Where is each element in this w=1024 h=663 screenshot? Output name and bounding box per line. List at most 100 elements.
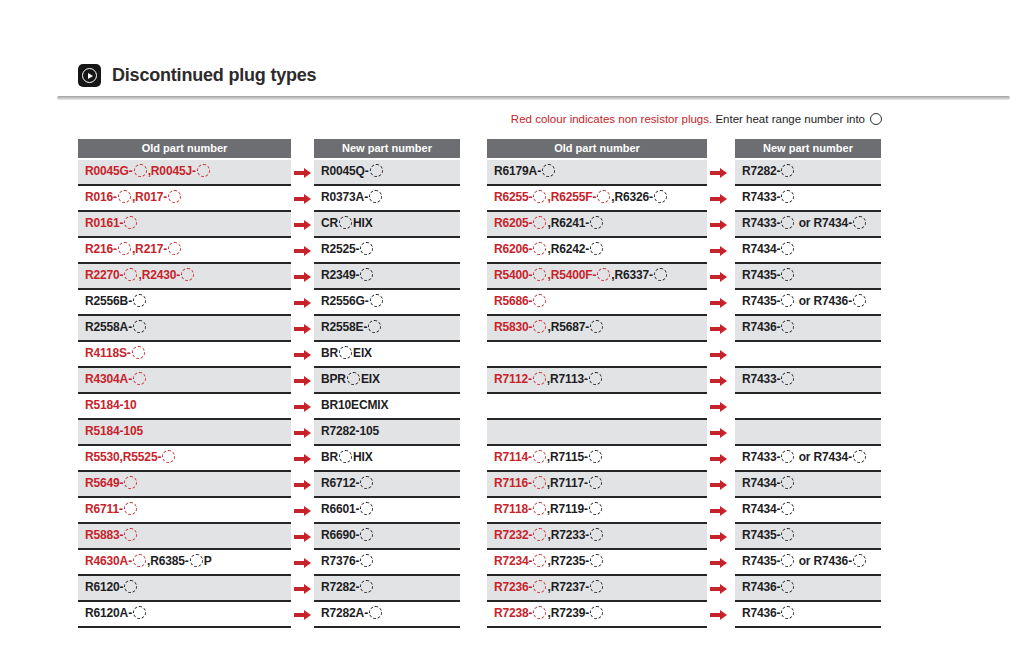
old-part-cell: R6205-,R6241- <box>487 212 707 238</box>
heat-range-circle-icon <box>781 164 794 177</box>
table-row: R6255-,R6255F-,R6326-R7433- <box>487 186 881 212</box>
right-arrow-icon <box>294 613 304 617</box>
new-part-cell: R7433- or R7434- <box>735 446 881 472</box>
heat-range-circle-icon <box>853 294 866 307</box>
new-part-cell: R7282- <box>314 576 460 602</box>
part-number-text: R7282- <box>321 580 374 594</box>
table-row: R7238-,R7239-R7436- <box>487 602 881 628</box>
heat-range-circle-icon <box>124 216 137 229</box>
table-row: R7236-,R7237-R7436- <box>487 576 881 602</box>
part-number-text: HIX <box>353 216 373 230</box>
arrow-cell <box>707 212 735 238</box>
heat-range-circle-icon <box>590 606 603 619</box>
part-number-text: R7435- <box>742 528 795 542</box>
arrow-cell <box>291 576 314 602</box>
heat-range-circle-icon <box>590 528 603 541</box>
title-divider <box>57 96 1010 100</box>
header-spacer <box>291 139 314 158</box>
arrow-cell <box>291 160 314 186</box>
arrow-cell <box>707 550 735 576</box>
part-number-text: R5530,R5525- <box>85 450 176 464</box>
new-part-cell: R7436- <box>735 576 881 602</box>
table-row <box>487 394 881 420</box>
arrow-cell <box>707 342 735 368</box>
heat-range-circle-icon <box>339 216 352 229</box>
arrow-cell <box>291 264 314 290</box>
heat-range-circle-icon <box>533 372 546 385</box>
part-number-text: R7376- <box>321 554 374 568</box>
heat-range-circle-icon <box>133 372 146 385</box>
arrow-cell <box>291 316 314 342</box>
new-part-cell: R7282A- <box>314 602 460 628</box>
right-arrow-icon <box>294 197 304 201</box>
heat-range-circle-icon <box>533 190 546 203</box>
heat-range-circle-icon <box>124 268 137 281</box>
part-number-text: HIX <box>353 450 373 464</box>
arrow-cell <box>291 472 314 498</box>
new-part-cell: R7433- or R7434- <box>735 212 881 238</box>
heat-range-circle-icon <box>781 268 794 281</box>
part-number-text: R7238- <box>494 606 547 620</box>
arrow-cell <box>291 290 314 316</box>
new-part-cell: BREIX <box>314 342 460 368</box>
part-number-text: R7433- <box>742 216 795 230</box>
old-part-cell: R4118S- <box>78 342 291 368</box>
table-row: R016-,R017-R0373A- <box>78 186 460 212</box>
heat-range-circle-icon <box>533 450 546 463</box>
heat-range-circle-icon <box>369 190 382 203</box>
table-row <box>487 342 881 368</box>
part-number-text: ,R6385- <box>147 554 204 568</box>
part-number-text: ,R6242- <box>547 242 604 256</box>
heat-range-circle-icon <box>533 554 546 567</box>
arrow-cell <box>291 446 314 472</box>
arrow-cell <box>707 394 735 420</box>
part-number-text: ,R6255F- <box>547 190 611 204</box>
right-arrow-icon <box>294 249 304 253</box>
table-row: R0045G-,R0045J-R0045Q- <box>78 160 460 186</box>
heat-range-circle-icon <box>853 216 866 229</box>
part-number-text: R216- <box>85 242 132 256</box>
table-row <box>487 420 881 446</box>
table-row: R6205-,R6241- R7433- or R7434- <box>487 212 881 238</box>
arrow-cell <box>707 316 735 342</box>
heat-range-circle-icon <box>590 242 603 255</box>
part-number-text: ,R7237- <box>547 580 604 594</box>
new-part-cell: BPREIX <box>314 368 460 394</box>
heat-range-circle-icon <box>781 580 794 593</box>
part-number-text: R5830- <box>494 320 547 334</box>
heat-range-circle-icon <box>533 476 546 489</box>
heat-range-circle-icon <box>124 528 137 541</box>
part-number-text: R7436- <box>742 320 795 334</box>
part-number-text: R4304A- <box>85 372 147 386</box>
new-part-number-header: New part number <box>314 139 460 158</box>
right-arrow-icon <box>710 457 720 461</box>
part-number-text: R7114- <box>494 450 547 464</box>
new-part-cell: BRHIX <box>314 446 460 472</box>
arrow-cell <box>707 186 735 212</box>
part-number-text: R7234- <box>494 554 547 568</box>
arrow-cell <box>291 420 314 446</box>
right-arrow-icon <box>710 249 720 253</box>
new-part-cell: R7376- <box>314 550 460 576</box>
part-number-text: or R7434- <box>795 216 867 230</box>
new-part-cell: R2558E- <box>314 316 460 342</box>
new-part-cell: R7436- <box>735 602 881 628</box>
part-number-text: R7434- <box>742 502 795 516</box>
right-arrow-icon <box>710 275 720 279</box>
part-number-text: R6179A- <box>494 164 556 178</box>
old-part-number-header: Old part number <box>78 139 291 158</box>
heat-range-circle-icon <box>133 554 146 567</box>
table-row: R5400-,R5400F-,R6337-R7435- <box>487 264 881 290</box>
right-arrow-icon <box>710 171 720 175</box>
heat-range-circle-icon <box>168 242 181 255</box>
part-number-text: R7112- <box>494 372 547 386</box>
part-number-text: R2558A- <box>85 320 147 334</box>
page-title: Discontinued plug types <box>112 65 316 86</box>
part-number-text: R2349- <box>321 268 374 282</box>
heat-range-circle-icon <box>133 320 146 333</box>
part-number-text: ,R7117- <box>547 476 603 490</box>
heat-range-circle-icon <box>589 476 602 489</box>
right-arrow-icon <box>294 535 304 539</box>
old-part-cell <box>487 394 707 420</box>
right-arrow-icon <box>294 509 304 513</box>
